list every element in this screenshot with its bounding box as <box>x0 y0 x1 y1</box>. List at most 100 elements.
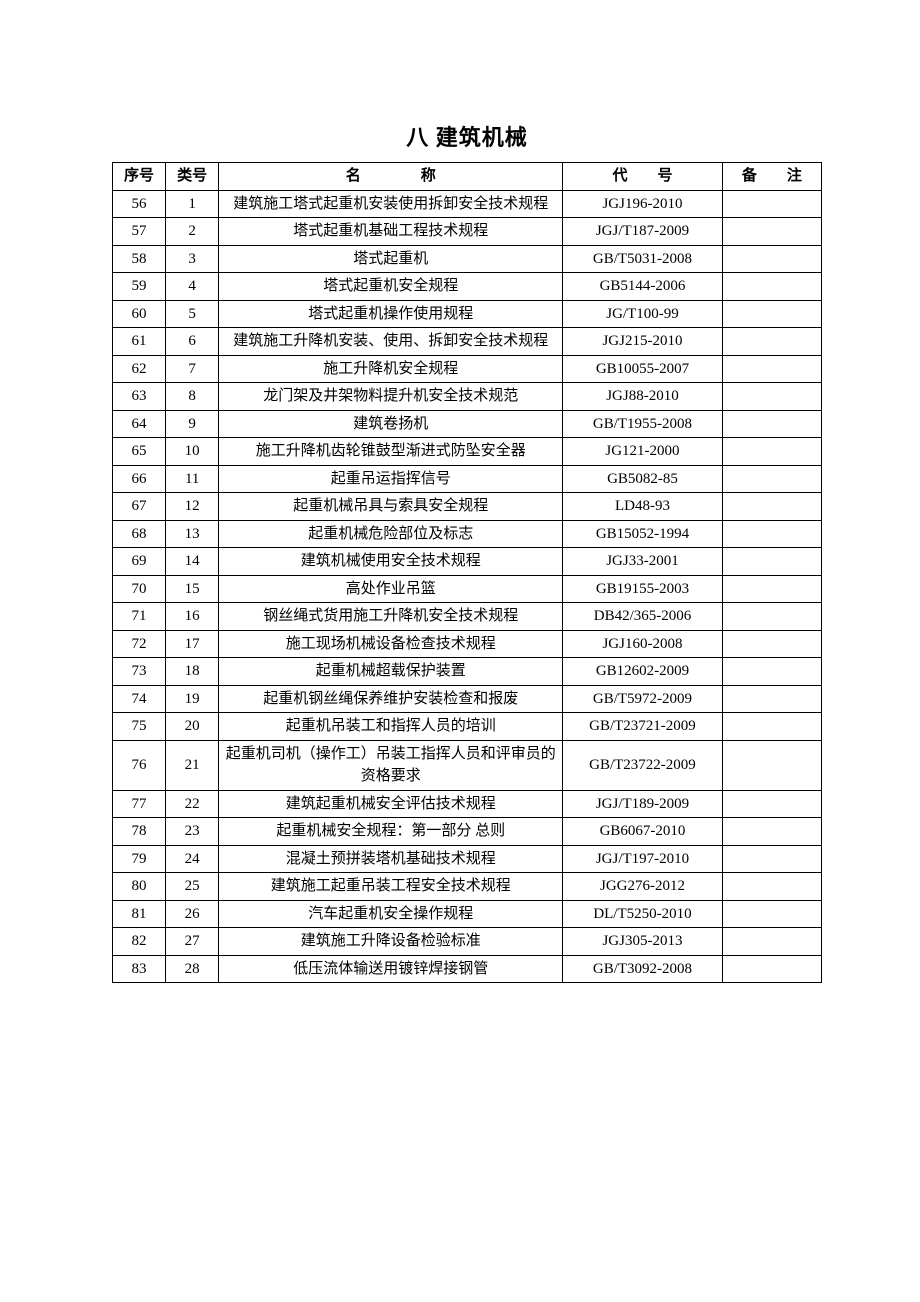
col-name: 名 称 <box>219 163 563 191</box>
cell-name: 建筑施工升降机安装、使用、拆卸安全技术规程 <box>219 328 563 356</box>
cell-name: 施工现场机械设备检查技术规程 <box>219 630 563 658</box>
cell-code: JG/T100-99 <box>563 300 722 328</box>
cell-cat: 18 <box>166 658 219 686</box>
table-row: 7823起重机械安全规程：第一部分 总则GB6067-2010 <box>113 818 822 846</box>
cell-name: 建筑施工塔式起重机安装使用拆卸安全技术规程 <box>219 190 563 218</box>
cell-seq: 79 <box>113 845 166 873</box>
cell-seq: 57 <box>113 218 166 246</box>
cell-seq: 68 <box>113 520 166 548</box>
cell-note <box>722 548 821 576</box>
cell-name: 塔式起重机安全规程 <box>219 273 563 301</box>
cell-name: 塔式起重机基础工程技术规程 <box>219 218 563 246</box>
cell-name: 起重机械危险部位及标志 <box>219 520 563 548</box>
cell-code: JGJ88-2010 <box>563 383 722 411</box>
cell-code: JG121-2000 <box>563 438 722 466</box>
cell-name: 建筑机械使用安全技术规程 <box>219 548 563 576</box>
cell-cat: 24 <box>166 845 219 873</box>
cell-code: DL/T5250-2010 <box>563 900 722 928</box>
cell-note <box>722 493 821 521</box>
col-cat: 类号 <box>166 163 219 191</box>
table-row: 7116钢丝绳式货用施工升降机安全技术规程DB42/365-2006 <box>113 603 822 631</box>
cell-code: GB/T23722-2009 <box>563 740 722 790</box>
cell-seq: 63 <box>113 383 166 411</box>
cell-name: 建筑施工起重吊装工程安全技术规程 <box>219 873 563 901</box>
cell-note <box>722 328 821 356</box>
cell-code: GB/T23721-2009 <box>563 713 722 741</box>
cell-code: JGG276-2012 <box>563 873 722 901</box>
cell-code: GB5082-85 <box>563 465 722 493</box>
cell-note <box>722 410 821 438</box>
cell-note <box>722 575 821 603</box>
cell-note <box>722 630 821 658</box>
cell-name: 起重机司机（操作工）吊装工指挥人员和评审员的资格要求 <box>219 740 563 790</box>
cell-note <box>722 818 821 846</box>
cell-note <box>722 438 821 466</box>
cell-seq: 75 <box>113 713 166 741</box>
cell-name: 钢丝绳式货用施工升降机安全技术规程 <box>219 603 563 631</box>
cell-name: 施工升降机安全规程 <box>219 355 563 383</box>
cell-cat: 6 <box>166 328 219 356</box>
cell-name: 混凝土预拼装塔机基础技术规程 <box>219 845 563 873</box>
cell-cat: 12 <box>166 493 219 521</box>
cell-seq: 61 <box>113 328 166 356</box>
cell-note <box>722 740 821 790</box>
cell-name: 施工升降机齿轮锥鼓型渐进式防坠安全器 <box>219 438 563 466</box>
cell-seq: 77 <box>113 790 166 818</box>
cell-note <box>722 190 821 218</box>
cell-note <box>722 465 821 493</box>
cell-seq: 76 <box>113 740 166 790</box>
cell-code: GB5144-2006 <box>563 273 722 301</box>
cell-cat: 4 <box>166 273 219 301</box>
cell-code: JGJ215-2010 <box>563 328 722 356</box>
page-title: 八 建筑机械 <box>112 120 822 152</box>
cell-note <box>722 790 821 818</box>
cell-note <box>722 383 821 411</box>
cell-note <box>722 685 821 713</box>
cell-seq: 56 <box>113 190 166 218</box>
cell-code: DB42/365-2006 <box>563 603 722 631</box>
table-row: 649建筑卷扬机GB/T1955-2008 <box>113 410 822 438</box>
cell-code: LD48-93 <box>563 493 722 521</box>
cell-code: GB/T5972-2009 <box>563 685 722 713</box>
cell-note <box>722 658 821 686</box>
cell-name: 起重吊运指挥信号 <box>219 465 563 493</box>
cell-seq: 65 <box>113 438 166 466</box>
cell-cat: 15 <box>166 575 219 603</box>
cell-cat: 7 <box>166 355 219 383</box>
cell-name: 起重机械吊具与索具安全规程 <box>219 493 563 521</box>
cell-name: 塔式起重机 <box>219 245 563 273</box>
cell-cat: 10 <box>166 438 219 466</box>
cell-seq: 67 <box>113 493 166 521</box>
cell-seq: 82 <box>113 928 166 956</box>
table-row: 7621起重机司机（操作工）吊装工指挥人员和评审员的资格要求GB/T23722-… <box>113 740 822 790</box>
cell-name: 起重机吊装工和指挥人员的培训 <box>219 713 563 741</box>
table-row: 627施工升降机安全规程GB10055-2007 <box>113 355 822 383</box>
cell-name: 建筑施工升降设备检验标准 <box>219 928 563 956</box>
cell-cat: 21 <box>166 740 219 790</box>
table-row: 7217施工现场机械设备检查技术规程JGJ160-2008 <box>113 630 822 658</box>
cell-cat: 28 <box>166 955 219 983</box>
table-row: 8025建筑施工起重吊装工程安全技术规程JGG276-2012 <box>113 873 822 901</box>
cell-seq: 83 <box>113 955 166 983</box>
cell-seq: 71 <box>113 603 166 631</box>
cell-seq: 73 <box>113 658 166 686</box>
cell-code: JGJ33-2001 <box>563 548 722 576</box>
cell-note <box>722 355 821 383</box>
cell-seq: 81 <box>113 900 166 928</box>
cell-code: JGJ/T189-2009 <box>563 790 722 818</box>
cell-seq: 66 <box>113 465 166 493</box>
cell-seq: 78 <box>113 818 166 846</box>
cell-note <box>722 928 821 956</box>
table-row: 6510施工升降机齿轮锥鼓型渐进式防坠安全器JG121-2000 <box>113 438 822 466</box>
table-row: 7318起重机械超载保护装置GB12602-2009 <box>113 658 822 686</box>
cell-cat: 9 <box>166 410 219 438</box>
cell-seq: 60 <box>113 300 166 328</box>
cell-seq: 59 <box>113 273 166 301</box>
table-row: 594塔式起重机安全规程GB5144-2006 <box>113 273 822 301</box>
cell-name: 建筑起重机械安全评估技术规程 <box>219 790 563 818</box>
cell-code: JGJ/T197-2010 <box>563 845 722 873</box>
table-row: 616建筑施工升降机安装、使用、拆卸安全技术规程JGJ215-2010 <box>113 328 822 356</box>
cell-cat: 1 <box>166 190 219 218</box>
table-row: 7419起重机钢丝绳保养维护安装检查和报废GB/T5972-2009 <box>113 685 822 713</box>
cell-code: GB15052-1994 <box>563 520 722 548</box>
